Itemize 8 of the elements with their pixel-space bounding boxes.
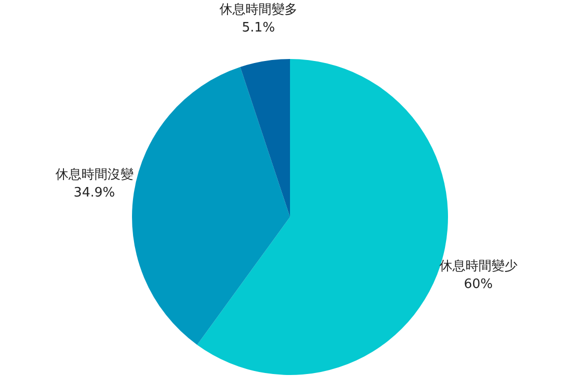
data-label: 60% — [464, 277, 493, 292]
data-label: 5.1% — [242, 20, 275, 36]
slice-label: 休息時間變少 — [439, 259, 518, 274]
data-label: 34.9% — [74, 186, 115, 201]
pie-slice — [240, 59, 290, 217]
pie-slice — [132, 67, 290, 345]
slice-label: 休息時間沒變 — [55, 168, 134, 183]
slice-label: 休息時間變多 — [219, 2, 298, 18]
